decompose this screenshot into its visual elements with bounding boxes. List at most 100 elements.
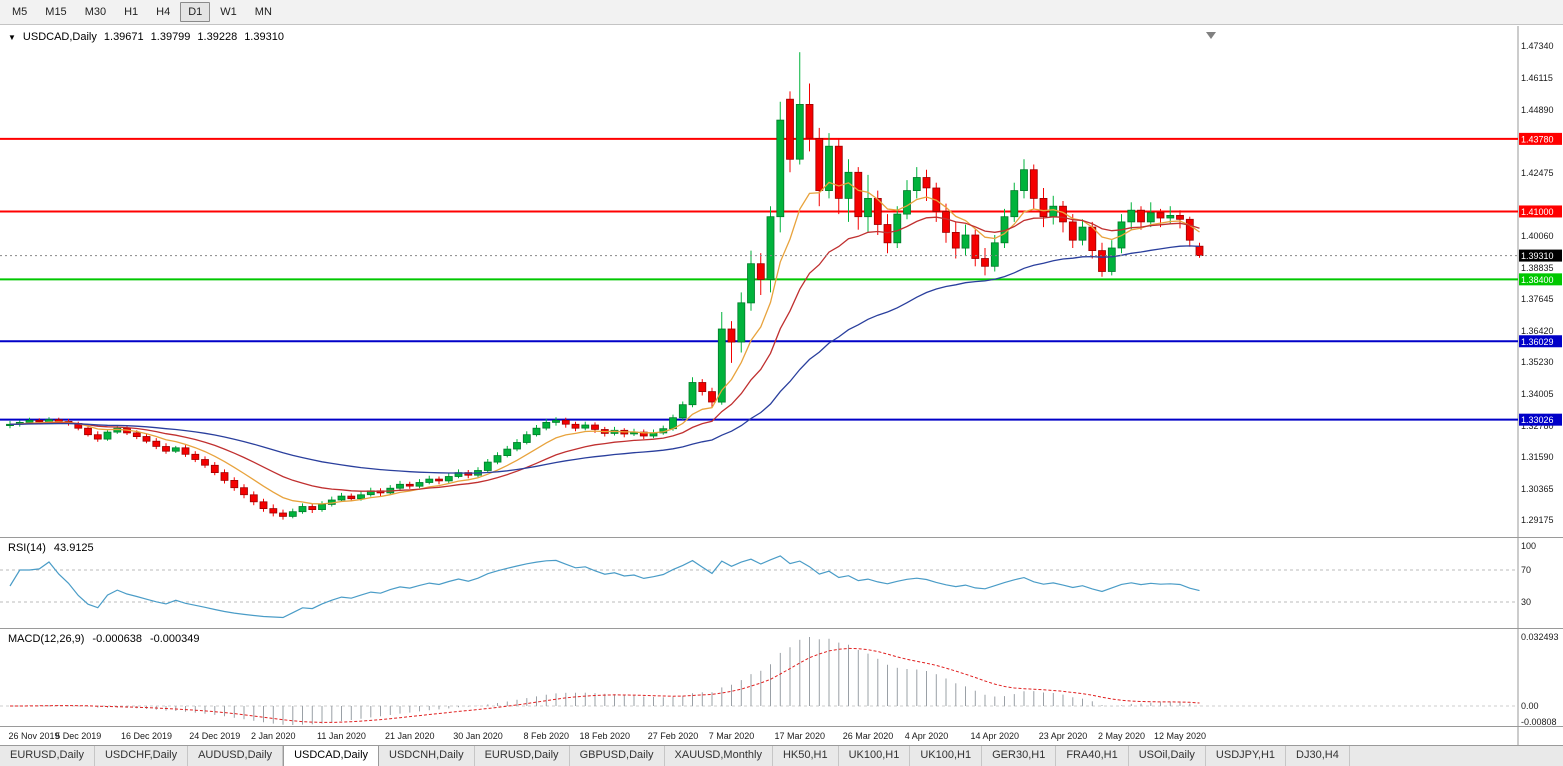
time-axis-label: 18 Feb 2020: [579, 731, 630, 741]
macd-indicator-label: MACD(12,26,9) -0.000638 -0.000349: [8, 633, 200, 645]
tab-uk100-h1[interactable]: UK100,H1: [839, 746, 911, 766]
tab-hk50-h1[interactable]: HK50,H1: [773, 746, 839, 766]
timeframe-button-m15[interactable]: M15: [45, 6, 67, 18]
symbol-dropdown-icon[interactable]: ▼: [8, 32, 16, 42]
price-label-text: 1.38400: [1521, 275, 1554, 285]
tab-ger30-h1[interactable]: GER30,H1: [982, 746, 1057, 766]
bull-candle: [337, 495, 346, 501]
bear-candle: [191, 453, 200, 460]
bear-candle: [259, 501, 268, 509]
bull-candle: [171, 447, 180, 452]
time-axis-label: 16 Dec 2019: [121, 731, 172, 741]
bear-candle: [308, 506, 317, 510]
bear-candle: [922, 177, 931, 189]
bear-candle: [1039, 197, 1048, 218]
bull-candle: [1166, 214, 1175, 219]
bull-candle: [766, 216, 775, 280]
bear-candle: [951, 231, 960, 249]
bull-candle: [483, 461, 492, 471]
bull-candle: [776, 119, 785, 218]
bull-candle: [1049, 205, 1058, 217]
rsi-indicator-label: RSI(14) 43.9125: [8, 542, 94, 554]
price-axis-tick: 1.37645: [1521, 294, 1554, 304]
bear-candle: [708, 391, 716, 403]
price-label-text: 1.43780: [1521, 134, 1554, 144]
price-label-text: 1.36029: [1521, 337, 1554, 347]
rsi-axis-tick: 30: [1521, 597, 1531, 607]
bull-candle: [288, 511, 297, 517]
ohlc-high: 1.39799: [150, 31, 191, 43]
chart-shift-marker[interactable]: [1206, 32, 1216, 39]
rsi-value: 43.9125: [53, 542, 94, 554]
bear-candle: [571, 423, 580, 429]
timeframe-button-d1[interactable]: D1: [180, 2, 211, 22]
bull-candle: [1107, 247, 1116, 272]
bear-candle: [815, 138, 824, 192]
chart-svg[interactable]: 1.47340 1.46115 1.44890 1.42475 1.40060 1.388…: [0, 26, 1563, 745]
symbol-name: USDCAD,Daily: [22, 31, 97, 43]
tab-usdcnh-daily[interactable]: USDCNH,Daily: [379, 746, 475, 766]
price-axis-tick: 1.40060: [1521, 231, 1554, 241]
ohlc-low: 1.39228: [197, 31, 238, 43]
bear-candle: [84, 427, 92, 436]
macd-signal-value: -0.000349: [149, 633, 200, 645]
time-axis-label: 24 Dec 2019: [189, 731, 240, 741]
tab-xauusd-monthly[interactable]: XAUUSD,Monthly: [665, 746, 773, 766]
bear-candle: [971, 234, 980, 259]
bull-candle: [444, 476, 453, 482]
macd-axis-tick: 0.032493: [1521, 632, 1559, 642]
time-axis-label: 7 Mar 2020: [709, 731, 755, 741]
bull-candle: [893, 213, 902, 244]
bear-candle: [786, 98, 794, 160]
time-axis-label: 23 Apr 2020: [1039, 731, 1088, 741]
tab-eurusd-daily[interactable]: EURUSD,Daily: [475, 746, 570, 766]
time-axis-label: 26 Mar 2020: [843, 731, 894, 741]
tab-usdjpy-h1[interactable]: USDJPY,H1: [1206, 746, 1287, 766]
bear-candle: [854, 171, 863, 218]
macd-signal-line: [10, 647, 1200, 723]
bull-candle: [425, 478, 434, 483]
bear-candle: [1156, 212, 1165, 219]
bull-candle: [1146, 212, 1155, 223]
chart-canvas[interactable]: 1.47340 1.46115 1.44890 1.42475 1.40060 1.388…: [0, 26, 1563, 745]
price-axis-tick: 1.38835: [1521, 263, 1554, 273]
bull-candle: [493, 455, 502, 463]
bull-candle: [1127, 209, 1136, 223]
time-axis-label: 14 Apr 2020: [970, 731, 1019, 741]
bull-candle: [1010, 190, 1019, 218]
time-axis-label: 21 Jan 2020: [385, 731, 435, 741]
tab-fra40-h1[interactable]: FRA40,H1: [1056, 746, 1129, 766]
bear-candle: [805, 104, 814, 139]
macd-axis-tick: -0.00808: [1521, 717, 1557, 727]
timeframe-button-mn[interactable]: MN: [254, 6, 272, 18]
tab-usdcad-daily[interactable]: USDCAD,Daily: [283, 746, 380, 766]
ma-line-fast: [9, 181, 1200, 505]
tab-dj30-h4[interactable]: DJ30,H4: [1286, 746, 1350, 766]
bear-candle: [1029, 169, 1038, 199]
price-label-box: [1519, 205, 1562, 218]
tab-uk100-h1[interactable]: UK100,H1: [910, 746, 983, 766]
bull-candle: [298, 506, 307, 513]
bull-candle: [912, 177, 921, 192]
timeframe-button-h4[interactable]: H4: [156, 6, 171, 18]
tab-usdchf-daily[interactable]: USDCHF,Daily: [95, 746, 189, 766]
tab-eurusd-daily[interactable]: EURUSD,Daily: [0, 746, 95, 766]
tab-usoil-daily[interactable]: USOil,Daily: [1129, 746, 1206, 766]
price-label-box: [1519, 273, 1562, 286]
timeframe-button-w1[interactable]: W1: [220, 6, 237, 18]
timeframe-button-m30[interactable]: M30: [84, 6, 107, 18]
rsi-axis-tick: 100: [1521, 541, 1536, 551]
bull-candle: [795, 104, 804, 160]
price-axis-tick: 1.31590: [1521, 452, 1554, 462]
price-axis-tick: 1.46115: [1521, 73, 1553, 83]
price-axis-tick: 1.30365: [1521, 484, 1554, 494]
timeframe-toolbar: M5 M15 M30 H1 H4 D1 W1 MN: [0, 0, 1563, 25]
tab-gbpusd-daily[interactable]: GBPUSD,Daily: [570, 746, 665, 766]
bear-candle: [93, 434, 102, 440]
chart-tabs-bar: EURUSD,Daily USDCHF,Daily AUDUSD,Daily USDC…: [0, 745, 1563, 766]
timeframe-button-m5[interactable]: M5: [12, 6, 28, 18]
timeframe-button-h1[interactable]: H1: [124, 6, 139, 18]
price-axis-tick: 1.34005: [1521, 389, 1554, 399]
tab-audusd-daily[interactable]: AUDUSD,Daily: [188, 746, 284, 766]
